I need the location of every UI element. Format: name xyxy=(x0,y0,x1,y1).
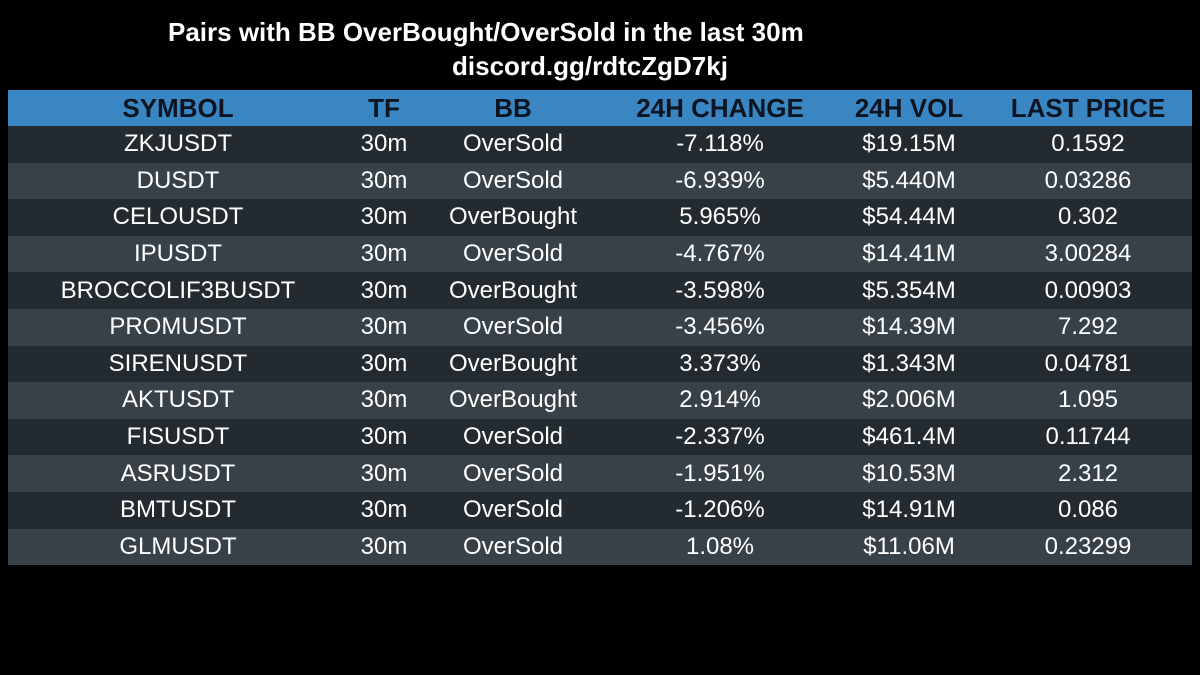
header-24h-vol: 24H VOL xyxy=(854,93,964,123)
discord-link: discord.gg/rdtcZgD7kj xyxy=(452,51,728,81)
table-row: BROCCOLIF3BUSDT 30m OverBought -3.598% $5.35… xyxy=(8,272,1192,309)
bb-cell: OverBought xyxy=(448,386,578,414)
volume-cell: $54.44M xyxy=(862,203,956,231)
change-cell: 5.965% xyxy=(679,203,761,231)
header-symbol: SYMBOL xyxy=(122,93,234,123)
bb-cell: OverSold xyxy=(462,423,564,451)
symbol-cell: IPUSDT xyxy=(133,240,222,268)
table-row: BMTUSDT 30m OverSold -1.206% $14.91M 0.086 xyxy=(8,491,1192,529)
tf-cell: 30m xyxy=(360,130,408,158)
volume-cell: $14.39M xyxy=(862,313,956,341)
bb-cell: OverSold xyxy=(462,313,564,341)
tf-cell: 30m xyxy=(360,240,408,268)
tf-cell: 30m xyxy=(360,532,408,560)
volume-cell: $5.354M xyxy=(862,276,956,304)
table-row: PROMUSDT 30m OverSold -3.456% $14.39M 7.292 xyxy=(8,308,1192,346)
change-cell: -2.337% xyxy=(675,423,765,451)
tf-cell: 30m xyxy=(360,313,408,341)
header-tf: TF xyxy=(368,93,400,123)
table-row: ZKJUSDT 30m OverSold -7.118% $19.15M 0.1592 xyxy=(8,126,1192,163)
table-row: GLMUSDT 30m OverSold 1.08% $11.06M 0.23299 xyxy=(8,528,1192,566)
change-cell: -6.939% xyxy=(675,166,765,194)
symbol-cell: CELOUSDT xyxy=(112,203,244,231)
bb-cell: OverSold xyxy=(462,130,564,158)
table-row: SIRENUSDT 30m OverBought 3.373% $1.343M 0.047… xyxy=(8,345,1192,383)
header-24h-change: 24H CHANGE xyxy=(636,93,804,123)
volume-cell: $11.06M xyxy=(863,532,955,560)
symbol-cell: ASRUSDT xyxy=(120,459,236,487)
volume-cell: $19.15M xyxy=(862,130,956,158)
price-cell: 0.1592 xyxy=(1051,130,1125,158)
symbol-cell: FISUSDT xyxy=(126,423,230,451)
volume-cell: $461.4M xyxy=(862,423,956,451)
price-cell: 0.302 xyxy=(1057,203,1119,231)
volume-cell: $10.53M xyxy=(862,459,956,487)
price-cell: 0.11744 xyxy=(1045,423,1131,451)
symbol-cell: AKTUSDT xyxy=(121,386,234,414)
change-cell: -1.206% xyxy=(675,496,765,524)
tf-cell: 30m xyxy=(360,459,408,487)
symbol-cell: DUSDT xyxy=(136,166,220,194)
price-cell: 7.292 xyxy=(1057,313,1119,341)
volume-cell: $1.343M xyxy=(862,349,956,377)
change-cell: 2.914% xyxy=(679,386,761,414)
tf-cell: 30m xyxy=(360,386,408,414)
price-cell: 0.00903 xyxy=(1044,276,1132,304)
symbol-cell: ZKJUSDT xyxy=(124,130,232,158)
change-cell: 3.373% xyxy=(679,349,761,377)
table-row: FISUSDT 30m OverSold -2.337% $461.4M 0.11744 xyxy=(8,418,1192,456)
volume-cell: $5.440M xyxy=(862,166,956,194)
price-cell: 1.095 xyxy=(1057,386,1119,414)
change-cell: -1.951% xyxy=(675,459,765,487)
bb-cell: OverBought xyxy=(448,203,578,231)
pairs-table: SYMBOL TF BB 24H CHANGE 24H VOL LAST PRI… xyxy=(8,90,1192,566)
tf-cell: 30m xyxy=(360,276,408,304)
bb-cell: OverBought xyxy=(448,276,578,304)
symbol-cell: GLMUSDT xyxy=(119,532,237,560)
change-cell: -3.598% xyxy=(675,276,765,304)
bb-cell: OverSold xyxy=(462,532,564,560)
page-title: Pairs with BB OverBought/OverSold in the… xyxy=(168,17,804,47)
tf-cell: 30m xyxy=(360,203,408,231)
header-bb: BB xyxy=(494,93,532,123)
bb-cell: OverSold xyxy=(462,166,564,194)
change-cell: -3.456% xyxy=(675,313,765,341)
symbol-cell: BROCCOLIF3BUSDT xyxy=(60,276,296,304)
table-row: IPUSDT 30m OverSold -4.767% $14.41M 3.00284 xyxy=(8,235,1192,273)
volume-cell: $2.006M xyxy=(862,386,956,414)
table-row: DUSDT 30m OverSold -6.939% $5.440M 0.03286 xyxy=(8,162,1192,200)
volume-cell: $14.41M xyxy=(862,240,956,268)
symbol-cell: BMTUSDT xyxy=(120,496,236,524)
change-cell: 1.08% xyxy=(685,532,755,560)
price-cell: 0.04781 xyxy=(1044,349,1132,377)
price-cell: 3.00284 xyxy=(1044,240,1132,268)
price-cell: 2.312 xyxy=(1057,459,1119,487)
bb-cell: OverSold xyxy=(462,240,564,268)
volume-cell: $14.91M xyxy=(862,496,956,524)
price-cell: 0.23299 xyxy=(1044,532,1132,560)
tf-cell: 30m xyxy=(360,496,408,524)
table-row: AKTUSDT 30m OverBought 2.914% $2.006M 1.095 xyxy=(8,382,1192,419)
price-cell: 0.03286 xyxy=(1044,166,1132,194)
table-row: CELOUSDT 30m OverBought 5.965% $54.44M 0.302 xyxy=(8,199,1192,236)
bb-cell: OverSold xyxy=(462,459,564,487)
change-cell: -7.118% xyxy=(676,130,764,158)
tf-cell: 30m xyxy=(360,166,408,194)
table-row: ASRUSDT 30m OverSold -1.951% $10.53M 2.312 xyxy=(8,455,1192,492)
bb-cell: OverBought xyxy=(448,349,578,377)
bb-cell: OverSold xyxy=(462,496,564,524)
tf-cell: 30m xyxy=(360,423,408,451)
symbol-cell: PROMUSDT xyxy=(109,313,247,341)
symbol-cell: SIRENUSDT xyxy=(108,349,248,377)
tf-cell: 30m xyxy=(360,349,408,377)
change-cell: -4.767% xyxy=(675,240,765,268)
header-last-price: LAST PRICE xyxy=(1010,93,1166,123)
price-cell: 0.086 xyxy=(1057,496,1119,524)
table-header-row: SYMBOL TF BB 24H CHANGE 24H VOL LAST PRI… xyxy=(8,90,1192,126)
